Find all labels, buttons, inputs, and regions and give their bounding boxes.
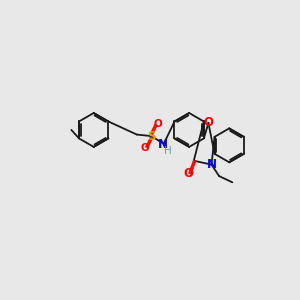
Text: O: O (183, 167, 194, 180)
Text: O: O (154, 119, 163, 129)
Text: O: O (140, 143, 149, 153)
Text: N: N (158, 138, 168, 151)
Text: H: H (164, 146, 172, 156)
Text: O: O (203, 116, 213, 129)
Text: S: S (147, 130, 156, 142)
Text: N: N (206, 158, 217, 171)
